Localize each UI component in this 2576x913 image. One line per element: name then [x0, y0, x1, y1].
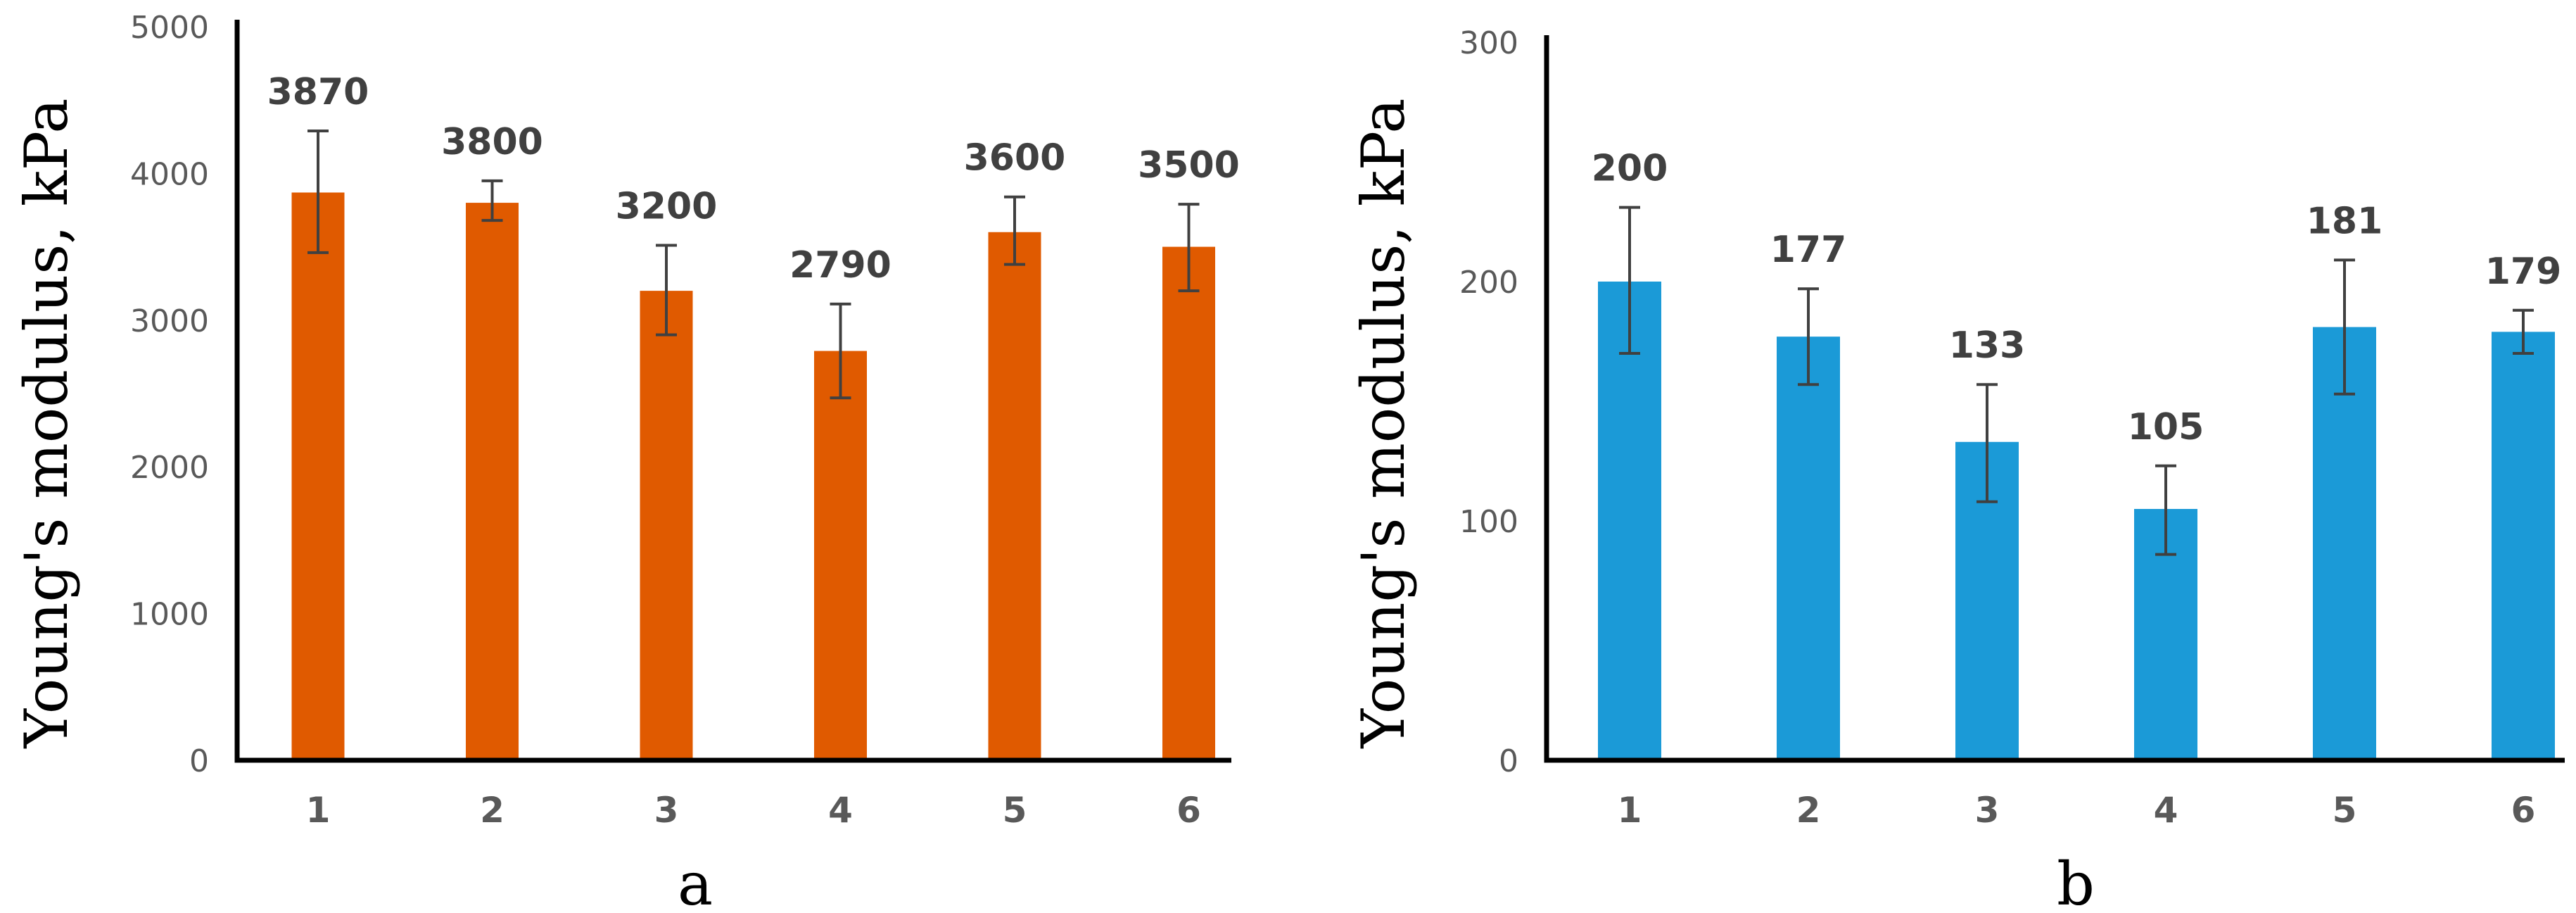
y-axis-label: Young's modulus, kPa [1349, 99, 1418, 749]
data-label: 3500 [1138, 144, 1240, 187]
y-tick-label: 1000 [130, 597, 209, 633]
error-bar [1619, 206, 1640, 355]
error-bar [1798, 287, 1819, 386]
bar [814, 351, 867, 761]
data-label: 105 [2128, 406, 2204, 448]
error-bar [2155, 464, 2176, 556]
data-label: 179 [2485, 251, 2562, 293]
bar [640, 291, 693, 760]
y-axis-label: Young's modulus, kPa [12, 99, 81, 749]
y-tick-label: 200 [1459, 265, 1518, 301]
error-bar [2513, 308, 2534, 355]
bar [466, 203, 519, 761]
bar [988, 232, 1041, 760]
x-tick-label: 6 [2511, 790, 2536, 831]
x-tick-label: 1 [1618, 790, 1642, 831]
x-tick-label: 5 [1003, 790, 1027, 831]
panel-label: b [2057, 850, 2095, 913]
x-tick-labels: 1 2 3 4 5 6 [1618, 790, 2536, 831]
bar [291, 192, 345, 760]
error-bar [830, 302, 851, 400]
error-bar [1977, 383, 1998, 503]
data-label: 3200 [616, 186, 718, 228]
x-tick-label: 1 [306, 790, 331, 831]
panel-label: a [678, 850, 713, 913]
bar [1162, 246, 1215, 761]
y-tick-label: 0 [1499, 743, 1518, 779]
bars [291, 192, 1215, 761]
data-label: 181 [2307, 200, 2383, 242]
chart-panel-a: Young's modulus, kPa 0100020003000400050… [12, 10, 1240, 913]
y-tick-label: 0 [189, 743, 209, 779]
error-bar [1004, 195, 1025, 266]
bar [1598, 282, 1661, 760]
y-tick-label: 300 [1459, 25, 1518, 61]
x-tick-label: 3 [1975, 790, 2000, 831]
error-bar [307, 129, 329, 254]
data-label: 3600 [964, 137, 1066, 180]
data-label: 200 [1592, 148, 1668, 190]
axes [1544, 35, 2565, 763]
x-tick-label: 2 [1796, 790, 1821, 831]
y-tick-label: 100 [1459, 504, 1518, 540]
bar [2492, 332, 2555, 760]
bar [1777, 336, 1840, 760]
bar [2313, 327, 2376, 761]
y-tick-label: 2000 [130, 450, 209, 486]
data-labels: 200 177 133 105 181 179 [1592, 148, 2562, 448]
data-label: 177 [1770, 229, 1847, 271]
error-bar [481, 179, 503, 222]
y-tick-label: 5000 [130, 10, 209, 46]
error-bars [1619, 206, 2534, 556]
x-tick-label: 5 [2333, 790, 2357, 831]
error-bars [307, 129, 1200, 400]
error-bar [2334, 258, 2355, 396]
data-label: 133 [1949, 325, 2026, 367]
x-tick-label: 4 [828, 790, 853, 831]
x-tick-label: 4 [2154, 790, 2178, 831]
x-tick-label: 3 [654, 790, 679, 831]
y-tick-label: 4000 [130, 156, 209, 192]
axes [234, 20, 1231, 763]
x-tick-labels: 1 2 3 4 5 6 [306, 790, 1201, 831]
y-tick-label: 3000 [130, 303, 209, 339]
y-tick-labels: 0 1000 2000 3000 4000 5000 [130, 10, 209, 779]
bars [1598, 282, 2555, 761]
data-label: 2790 [789, 244, 892, 287]
x-tick-label: 2 [480, 790, 505, 831]
data-labels: 3870 3800 3200 2790 3600 3500 [267, 71, 1240, 287]
y-tick-labels: 0 100 200 300 [1459, 25, 1518, 779]
x-tick-label: 6 [1176, 790, 1201, 831]
error-bar [1178, 203, 1200, 293]
error-bar [656, 244, 677, 336]
data-label: 3800 [441, 121, 543, 163]
data-label: 3870 [267, 71, 369, 113]
